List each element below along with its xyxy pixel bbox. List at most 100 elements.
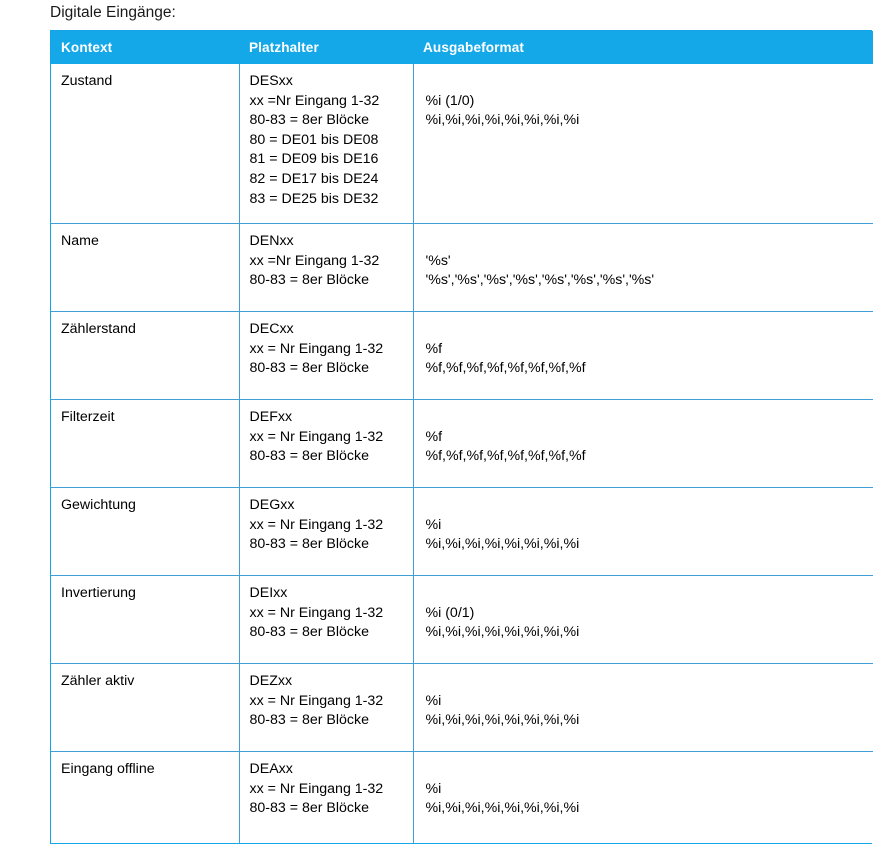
ausgabeformat-lines: %f %f,%f,%f,%f,%f,%f,%f,%f <box>426 408 866 467</box>
ausgabeformat-line: %f,%f,%f,%f,%f,%f,%f,%f <box>425 448 586 465</box>
platzhalter-line: xx = Nr Eingang 1-32 <box>249 692 384 709</box>
ausgabeformat-lines: %i %i,%i,%i,%i,%i,%i,%i,%i <box>426 496 866 555</box>
cell-platzhalter: DEGxx xx = Nr Eingang 1-32 80-83 = 8er Blö… <box>239 487 414 576</box>
cell-platzhalter: DECxx xx = Nr Eingang 1-32 80-83 = 8er Blö… <box>239 311 414 400</box>
platzhalter-line: 80-83 = 8er Blöcke <box>249 800 370 817</box>
kontext-label: Name <box>61 233 99 249</box>
table-header-row: Kontext Platzhalter Ausgabeformat <box>51 31 873 64</box>
page-title: Digitale Eingänge: <box>50 4 176 21</box>
column-header-ausgabeformat: Ausgabeformat <box>413 31 873 64</box>
platzhalter-line: xx =Nr Eingang 1-32 <box>249 92 380 109</box>
column-header-kontext: Kontext <box>51 31 239 64</box>
cell-kontext: Zustand <box>51 64 240 224</box>
kontext-label: Zählerstand <box>61 321 136 337</box>
cell-ausgabeformat: %f %f,%f,%f,%f,%f,%f,%f,%f <box>413 399 873 488</box>
platzhalter-line: 80-83 = 8er Blöcke <box>249 448 370 465</box>
ausgabeformat-line: %i,%i,%i,%i,%i,%i,%i,%i <box>425 800 580 817</box>
platzhalter-line: xx = Nr Eingang 1-32 <box>249 780 384 797</box>
platzhalter-line: xx = Nr Eingang 1-32 <box>249 428 384 445</box>
platzhalter-line: DEIxx <box>249 585 288 601</box>
cell-kontext: Invertierung <box>51 575 240 664</box>
ausgabeformat-lines: %i (1/0) %i,%i,%i,%i,%i,%i,%i,%i <box>426 72 866 131</box>
platzhalter-line: 80-83 = 8er Blöcke <box>249 536 370 553</box>
placeholder-table-container: Kontext Platzhalter Ausgabeformat Zustan… <box>50 30 873 844</box>
kontext-label: Invertierung <box>61 585 136 601</box>
cell-platzhalter: DENxx xx =Nr Eingang 1-32 80-83 = 8er Blöc… <box>239 223 414 312</box>
platzhalter-lines: DEAxx xx = Nr Eingang 1-32 80-83 = 8er Blö… <box>250 760 405 819</box>
cell-kontext: Filterzeit <box>51 399 240 488</box>
ausgabeformat-line: %i,%i,%i,%i,%i,%i,%i,%i <box>425 712 580 729</box>
ausgabeformat-line: %i,%i,%i,%i,%i,%i,%i,%i <box>425 112 580 129</box>
platzhalter-line: DEAxx <box>249 761 293 777</box>
cell-ausgabeformat: %i %i,%i,%i,%i,%i,%i,%i,%i <box>413 487 873 576</box>
platzhalter-lines: DEGxx xx = Nr Eingang 1-32 80-83 = 8er Blö… <box>250 496 405 555</box>
platzhalter-line: DEGxx <box>249 497 295 513</box>
platzhalter-lines: DENxx xx =Nr Eingang 1-32 80-83 = 8er Blöc… <box>250 232 405 291</box>
table-row: Invertierung DEIxx xx = Nr Eingang 1-32 80-… <box>51 575 873 664</box>
platzhalter-lines: DEIxx xx = Nr Eingang 1-32 80-83 = 8er Blö… <box>250 584 405 643</box>
platzhalter-line: 80-83 = 8er Blöcke <box>249 712 370 729</box>
cell-platzhalter: DEAxx xx = Nr Eingang 1-32 80-83 = 8er Blö… <box>239 751 414 843</box>
platzhalter-line: xx = Nr Eingang 1-32 <box>249 516 384 533</box>
ausgabeformat-line: %f,%f,%f,%f,%f,%f,%f,%f <box>425 360 586 377</box>
table-row: Filterzeit DEFxx xx = Nr Eingang 1-32 80-83… <box>51 399 873 488</box>
platzhalter-lines: DEZxx xx = Nr Eingang 1-32 80-83 = 8er Blö… <box>250 672 405 731</box>
ausgabeformat-line: %i,%i,%i,%i,%i,%i,%i,%i <box>425 536 580 553</box>
cell-ausgabeformat: %i %i,%i,%i,%i,%i,%i,%i,%i <box>413 751 873 843</box>
platzhalter-line: DEZxx <box>249 673 293 689</box>
cell-ausgabeformat: %i (1/0) %i,%i,%i,%i,%i,%i,%i,%i <box>413 64 873 224</box>
ausgabeformat-line: %f <box>425 340 443 357</box>
platzhalter-line: 81 = DE09 bis DE16 <box>249 151 379 168</box>
table-row: Name DENxx xx =Nr Eingang 1-32 80-83 = 8er … <box>51 223 873 312</box>
column-header-platzhalter: Platzhalter <box>239 31 413 64</box>
ausgabeformat-line: '%s' <box>425 252 451 269</box>
cell-ausgabeformat: %i (0/1) %i,%i,%i,%i,%i,%i,%i,%i <box>413 575 873 664</box>
cell-ausgabeformat: '%s' '%s','%s','%s','%s','%s','%s','%s','… <box>413 223 873 312</box>
ausgabeformat-line: %i (0/1) <box>425 604 475 621</box>
platzhalter-lines: DEFxx xx = Nr Eingang 1-32 80-83 = 8er Blö… <box>250 408 405 467</box>
platzhalter-line: 83 = DE25 bis DE32 <box>249 190 379 207</box>
platzhalter-line: 80-83 = 8er Blöcke <box>249 360 370 377</box>
ausgabeformat-lines: %i (0/1) %i,%i,%i,%i,%i,%i,%i,%i <box>426 584 866 643</box>
ausgabeformat-lines: %i %i,%i,%i,%i,%i,%i,%i,%i <box>426 760 866 819</box>
cell-kontext: Name <box>51 223 240 312</box>
ausgabeformat-line: %i <box>425 692 442 709</box>
platzhalter-line: DECxx <box>249 321 294 337</box>
kontext-label: Gewichtung <box>61 497 136 513</box>
platzhalter-lines: DESxx xx =Nr Eingang 1-32 80-83 = 8er Blöc… <box>250 72 405 209</box>
cell-ausgabeformat: %f %f,%f,%f,%f,%f,%f,%f,%f <box>413 311 873 400</box>
ausgabeformat-line: %i,%i,%i,%i,%i,%i,%i,%i <box>425 624 580 641</box>
platzhalter-lines: DECxx xx = Nr Eingang 1-32 80-83 = 8er Blö… <box>250 320 405 379</box>
table-row: Gewichtung DEGxx xx = Nr Eingang 1-32 80-83… <box>51 487 873 576</box>
table-row: Zustand DESxx xx =Nr Eingang 1-32 80-83 = 8… <box>51 64 873 224</box>
platzhalter-line: xx =Nr Eingang 1-32 <box>249 252 380 269</box>
platzhalter-line: DEFxx <box>249 409 293 425</box>
kontext-label: Eingang offline <box>61 761 155 777</box>
ausgabeformat-line: %f <box>425 428 443 445</box>
cell-platzhalter: DEZxx xx = Nr Eingang 1-32 80-83 = 8er Blö… <box>239 663 414 752</box>
ausgabeformat-line: %i <box>425 516 442 533</box>
cell-platzhalter: DEFxx xx = Nr Eingang 1-32 80-83 = 8er Blö… <box>239 399 414 488</box>
ausgabeformat-lines: %i %i,%i,%i,%i,%i,%i,%i,%i <box>426 672 866 731</box>
cell-ausgabeformat: %i %i,%i,%i,%i,%i,%i,%i,%i <box>413 663 873 752</box>
table-body: Zustand DESxx xx =Nr Eingang 1-32 80-83 = 8… <box>51 64 873 843</box>
table-row: Zählerstand DECxx xx = Nr Eingang 1-32 80-8… <box>51 311 873 400</box>
platzhalter-line: DESxx <box>249 73 293 89</box>
table-header: Kontext Platzhalter Ausgabeformat <box>51 31 873 64</box>
platzhalter-line: DENxx <box>249 233 294 249</box>
cell-kontext: Zählerstand <box>51 311 240 400</box>
cell-kontext: Eingang offline <box>51 751 240 843</box>
kontext-label: Zähler aktiv <box>61 673 135 689</box>
cell-platzhalter: DESxx xx =Nr Eingang 1-32 80-83 = 8er Blöc… <box>239 64 414 224</box>
platzhalter-line: xx = Nr Eingang 1-32 <box>249 604 384 621</box>
platzhalter-line: 80 = DE01 bis DE08 <box>249 131 379 148</box>
ausgabeformat-line: %i <box>425 780 442 797</box>
ausgabeformat-lines: %f %f,%f,%f,%f,%f,%f,%f,%f <box>426 320 866 379</box>
table-row: Eingang offline DEAxx xx = Nr Eingang 1-32… <box>51 751 873 843</box>
platzhalter-line: 80-83 = 8er Blöcke <box>249 624 370 641</box>
platzhalter-line: 82 = DE17 bis DE24 <box>249 170 379 187</box>
cell-kontext: Zähler aktiv <box>51 663 240 752</box>
ausgabeformat-line: %i (1/0) <box>425 92 475 109</box>
platzhalter-line: 80-83 = 8er Blöcke <box>249 272 370 289</box>
